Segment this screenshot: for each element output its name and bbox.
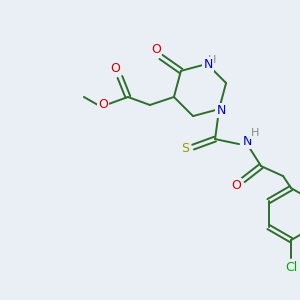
Text: N: N [203, 58, 213, 71]
Text: O: O [110, 62, 120, 76]
Text: H: H [208, 55, 216, 65]
Text: N: N [216, 103, 226, 117]
Text: S: S [181, 142, 189, 154]
Text: O: O [151, 44, 161, 56]
Text: H: H [251, 128, 259, 138]
Text: O: O [98, 98, 108, 112]
Text: Cl: Cl [285, 261, 297, 274]
Text: O: O [231, 178, 241, 192]
Text: N: N [242, 135, 252, 148]
